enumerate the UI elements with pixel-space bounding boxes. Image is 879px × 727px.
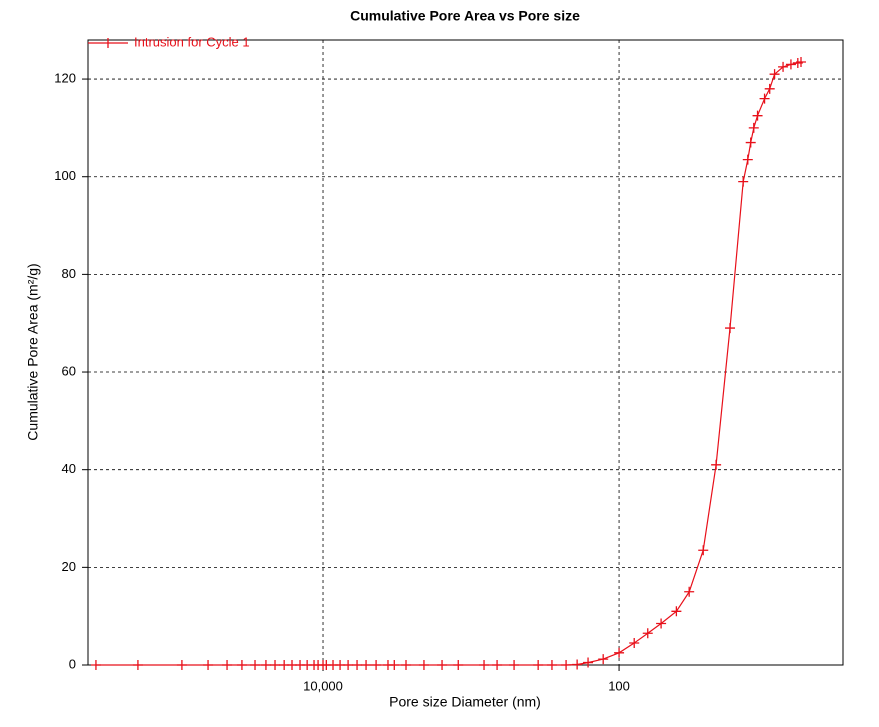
data-marker: [401, 660, 412, 670]
data-marker: [629, 638, 640, 649]
data-marker: [711, 459, 722, 470]
data-marker: [698, 545, 709, 556]
chart-title: Cumulative Pore Area vs Pore size: [350, 8, 580, 24]
y-tick-label: 40: [62, 461, 76, 476]
data-marker: [759, 93, 770, 104]
data-marker: [260, 660, 271, 670]
y-tick-label: 20: [62, 559, 76, 574]
data-marker: [656, 618, 667, 629]
x-tick-label: 100: [608, 678, 630, 693]
data-marker: [132, 660, 143, 670]
y-tick-label: 60: [62, 363, 76, 378]
data-marker: [598, 654, 609, 665]
data-marker: [343, 660, 354, 670]
data-marker: [785, 59, 796, 70]
data-marker: [250, 660, 261, 670]
data-marker: [236, 660, 247, 670]
data-marker: [492, 660, 503, 670]
data-marker: [764, 83, 775, 94]
data-marker: [572, 659, 583, 670]
data-marker: [371, 660, 382, 670]
data-marker: [745, 137, 756, 148]
data-marker: [389, 660, 400, 670]
data-marker: [352, 660, 363, 670]
legend-label: Intrusion for Cycle 1: [134, 34, 250, 49]
data-marker: [671, 606, 682, 617]
y-axis-label: Cumulative Pore Area (m²/g): [25, 263, 41, 440]
y-tick-label: 0: [69, 656, 76, 671]
data-marker: [176, 660, 187, 670]
data-marker: [642, 628, 653, 639]
data-marker: [418, 660, 429, 670]
data-marker: [222, 660, 233, 670]
data-marker: [752, 110, 763, 121]
data-marker: [509, 660, 520, 670]
data-marker: [561, 660, 572, 670]
data-marker: [90, 660, 101, 670]
x-tick-label: 10,000: [303, 678, 343, 693]
data-marker: [748, 122, 759, 133]
data-marker: [437, 660, 448, 670]
data-marker: [796, 56, 807, 67]
y-tick-label: 80: [62, 266, 76, 281]
data-marker: [203, 660, 214, 670]
y-tick-label: 120: [54, 71, 76, 86]
x-axis-label: Pore size Diameter (nm): [389, 694, 541, 710]
data-marker: [614, 647, 625, 658]
data-marker: [778, 61, 789, 72]
data-marker: [361, 660, 372, 670]
y-tick-label: 100: [54, 168, 76, 183]
data-marker: [769, 69, 780, 80]
legend-symbol: [88, 38, 128, 48]
data-marker: [546, 660, 557, 670]
data-marker: [453, 660, 464, 670]
data-marker: [270, 660, 281, 670]
data-marker: [684, 586, 695, 597]
data-marker: [742, 154, 753, 165]
data-marker: [738, 176, 749, 187]
data-marker: [479, 660, 490, 670]
data-marker: [725, 323, 736, 334]
data-marker: [533, 660, 544, 670]
data-marker: [583, 657, 594, 668]
